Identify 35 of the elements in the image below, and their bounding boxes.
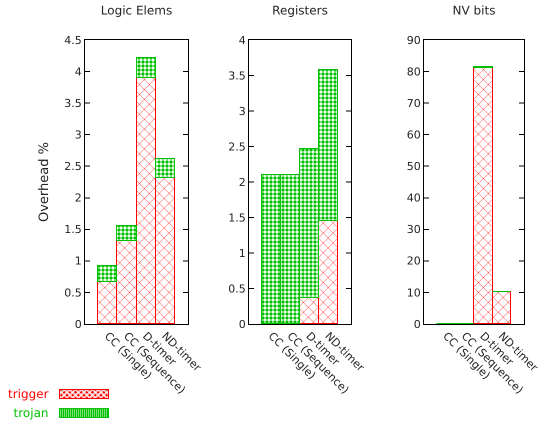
y-tick-label: 60 (406, 128, 421, 142)
y-tick-label: 50 (406, 160, 421, 174)
y-tick-label: 10 (406, 286, 421, 300)
y-tick-label: 0 (238, 318, 246, 331)
y-tick-label: 70 (406, 96, 421, 110)
y-tick-label: 2 (238, 176, 246, 189)
chart-title: Logic Elems (100, 4, 172, 18)
y-tick-label: 90 (406, 34, 421, 47)
chart-title: NV bits (452, 4, 496, 18)
y-tick-label: 4.5 (64, 34, 82, 47)
y-tick-label: 2.5 (64, 160, 82, 174)
text: trojan (14, 406, 49, 420)
y-tick-label: 0.5 (64, 286, 82, 300)
text: trigger (8, 386, 49, 400)
y-tick-label: 1 (238, 246, 246, 260)
y-tick-label: 3 (238, 104, 246, 118)
y-tick-label: 0 (74, 318, 82, 331)
y-tick-label: 3.5 (228, 69, 246, 82)
y-tick-label: 80 (406, 65, 421, 78)
y-tick-label: 1.5 (64, 223, 82, 236)
y-tick-label: 4 (238, 34, 246, 47)
y-tick-label: 1 (74, 254, 82, 268)
chart-title: Registers (272, 4, 328, 18)
y-tick-label: 2.5 (228, 140, 246, 154)
y-tick-label: 1.5 (228, 211, 246, 224)
y-tick-label: 3 (74, 128, 82, 142)
y-tick-label: 30 (406, 223, 421, 236)
y-tick-label: 4 (74, 65, 82, 78)
y-tick-label: 20 (406, 254, 421, 268)
y-tick-label: 40 (406, 192, 421, 205)
y-tick-label: 2 (74, 192, 82, 205)
y-axis-title: Overhead % (37, 142, 52, 222)
y-tick-label: 3.5 (64, 96, 82, 110)
y-tick-label: 0.5 (228, 282, 246, 296)
y-tick-label: 0 (414, 318, 421, 331)
